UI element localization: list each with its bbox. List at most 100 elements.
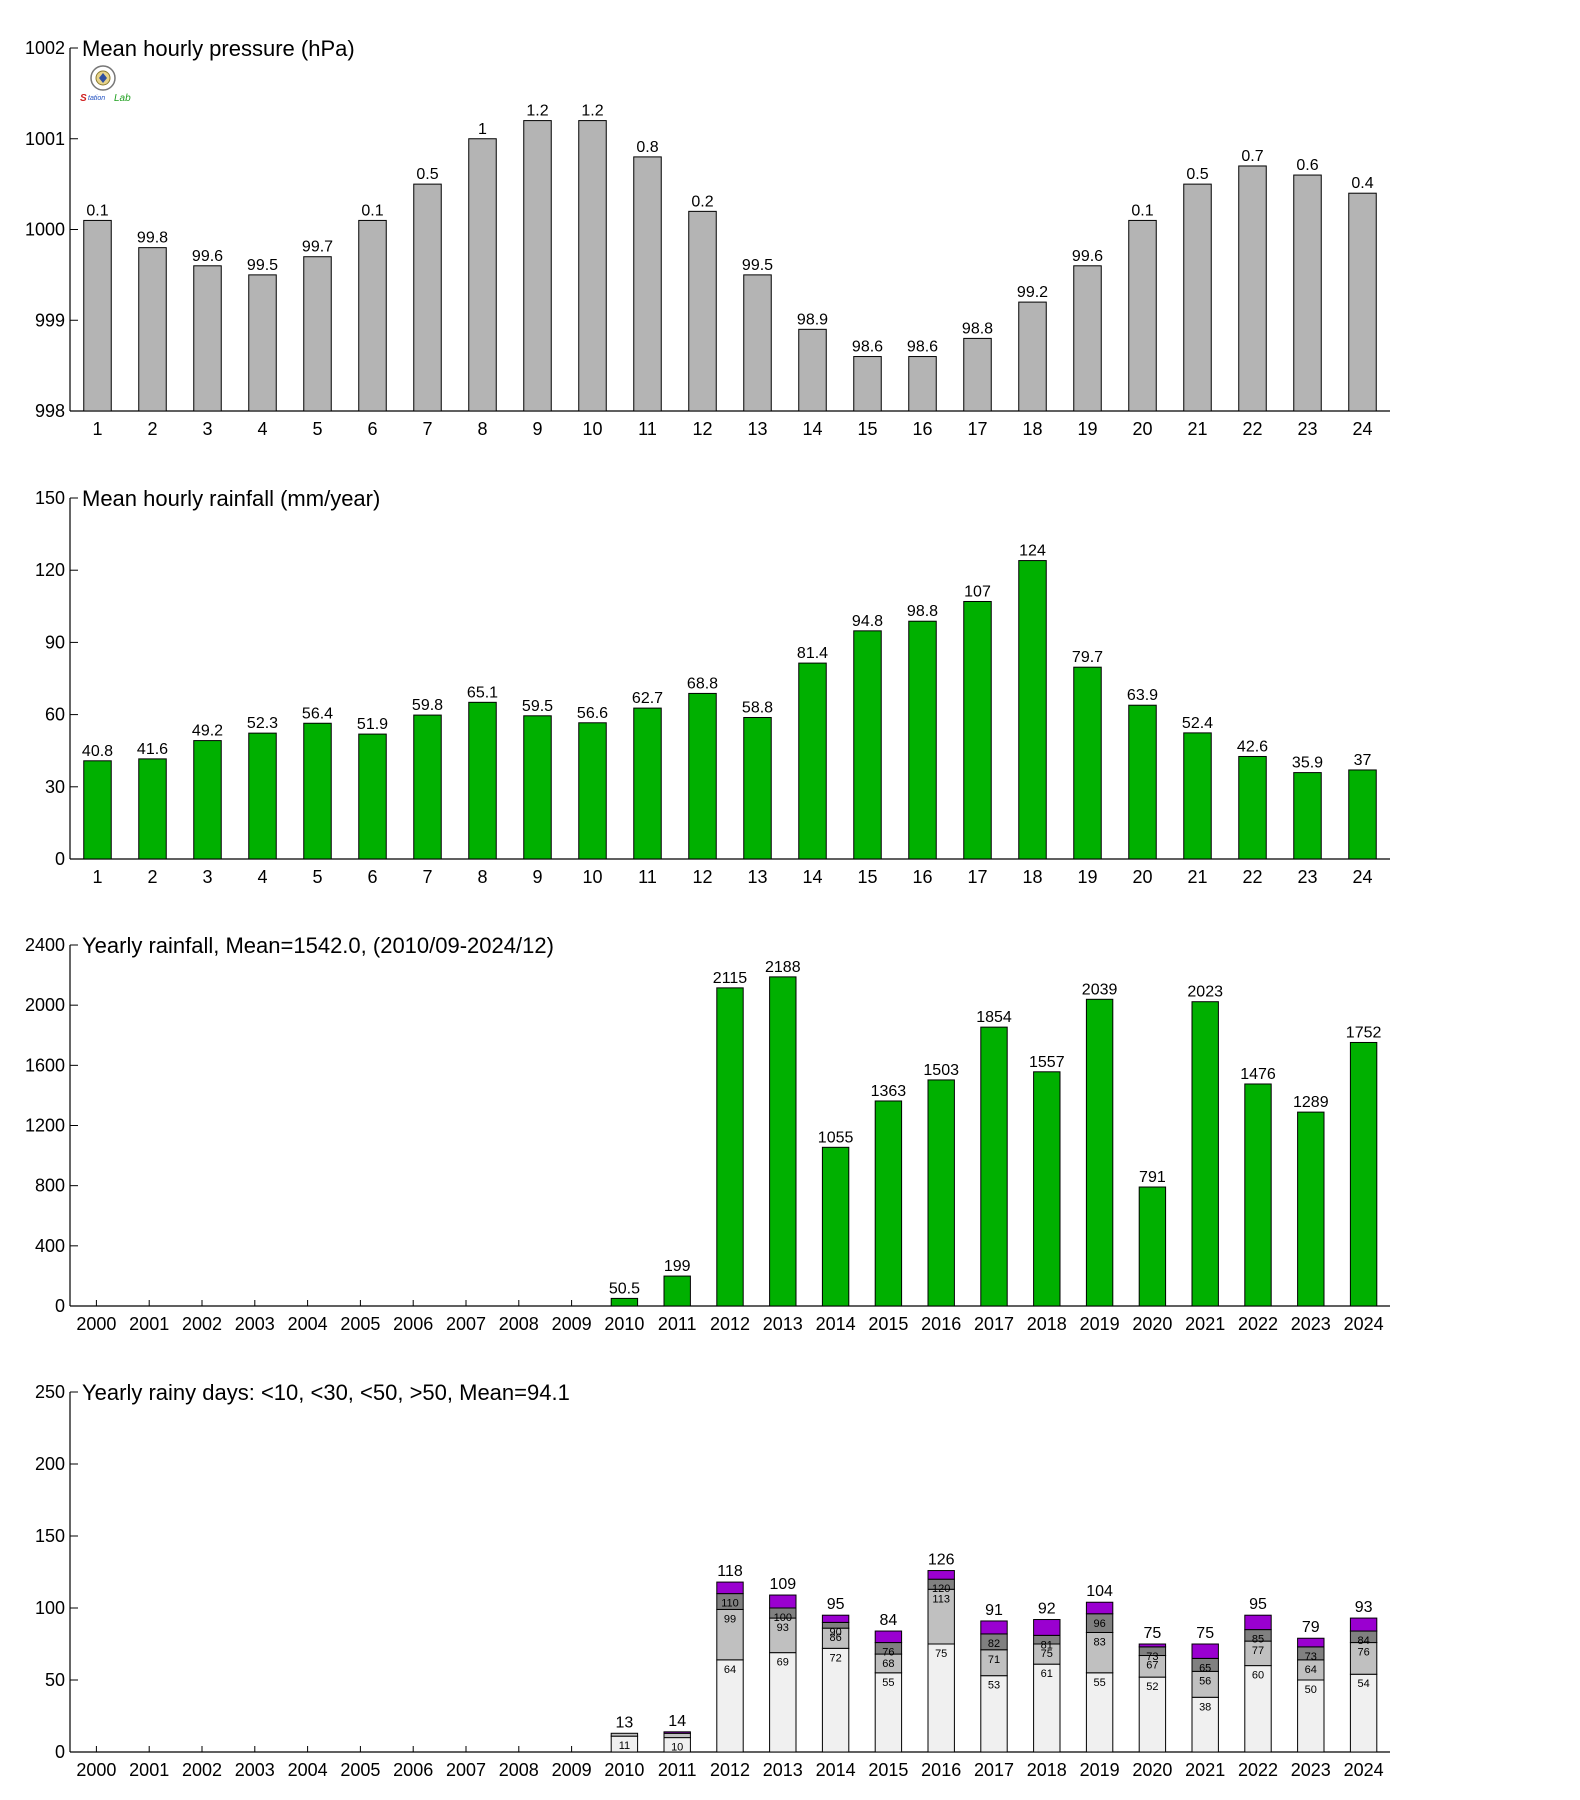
- x-tick-label: 12: [692, 419, 712, 439]
- segment-label: 76: [882, 1647, 894, 1659]
- bar: [523, 120, 552, 412]
- x-tick-label: 24: [1352, 867, 1372, 887]
- data-label: 1503: [923, 1062, 959, 1079]
- data-label: 63.9: [1127, 687, 1158, 704]
- bar-segment: [1349, 1642, 1378, 1675]
- x-tick-label: 15: [857, 419, 877, 439]
- data-label: 98.6: [852, 339, 883, 356]
- data-label: 49.2: [192, 723, 223, 740]
- segment-label: 50: [1305, 1684, 1317, 1696]
- data-label: 2188: [765, 959, 801, 976]
- segment-label: 76: [1357, 1647, 1369, 1659]
- bar: [1128, 219, 1157, 412]
- x-tick-label: 14: [802, 867, 822, 887]
- segment-label: 54: [1357, 1678, 1369, 1690]
- data-label: 118: [717, 1563, 743, 1580]
- bar-segment: [1349, 1617, 1378, 1632]
- y-tick-label: 200: [35, 1454, 65, 1474]
- bar: [468, 701, 497, 860]
- chart-title: Yearly rainfall, Mean=1542.0, (2010/09-2…: [82, 933, 554, 958]
- bar: [358, 733, 387, 860]
- y-tick-label: 60: [45, 705, 65, 725]
- bar: [1073, 666, 1102, 860]
- x-tick-label: 2005: [340, 1760, 380, 1780]
- bar: [1128, 704, 1157, 860]
- segment-label: 77: [1252, 1645, 1264, 1657]
- x-tick-label: 2004: [288, 1760, 328, 1780]
- data-label: 98.8: [962, 320, 993, 337]
- data-label: 0.8: [636, 139, 658, 156]
- bar: [83, 219, 112, 412]
- bar: [1018, 301, 1047, 412]
- x-tick-label: 2023: [1291, 1760, 1331, 1780]
- x-tick-label: 8: [477, 867, 487, 887]
- segment-label: 56: [1199, 1675, 1211, 1687]
- data-label: 1055: [818, 1129, 854, 1146]
- data-label: 1: [478, 121, 487, 138]
- y-tick-label: 1600: [25, 1055, 65, 1075]
- data-label: 109: [769, 1576, 796, 1593]
- bar: [358, 219, 387, 412]
- bar-segment: [1297, 1679, 1325, 1753]
- bar: [980, 1026, 1008, 1307]
- data-label: 52.3: [247, 715, 278, 732]
- data-label: 75: [1196, 1625, 1214, 1642]
- data-label: 98.8: [907, 603, 938, 620]
- segment-label: 73: [1146, 1651, 1158, 1663]
- y-tick-label: 998: [35, 401, 65, 421]
- y-tick-label: 100: [35, 1598, 65, 1618]
- x-tick-label: 20: [1132, 419, 1152, 439]
- data-label: 92: [1038, 1601, 1056, 1618]
- segment-label: 10: [671, 1742, 683, 1754]
- x-tick-label: 16: [912, 419, 932, 439]
- bar: [578, 722, 607, 860]
- x-tick-label: 2013: [763, 1314, 803, 1334]
- data-label: 126: [928, 1552, 955, 1569]
- data-label: 81.4: [797, 645, 828, 662]
- y-tick-label: 30: [45, 777, 65, 797]
- bar-segment: [1349, 1673, 1378, 1753]
- x-tick-label: 2007: [446, 1760, 486, 1780]
- x-tick-label: 2016: [921, 1314, 961, 1334]
- y-tick-label: 2000: [25, 995, 65, 1015]
- bar-segment: [927, 1570, 955, 1580]
- bar: [798, 328, 827, 412]
- segment-label: 61: [1041, 1668, 1053, 1680]
- y-tick-label: 150: [35, 488, 65, 508]
- bar: [610, 1297, 639, 1307]
- data-label: 0.4: [1351, 175, 1373, 192]
- bar: [1297, 1111, 1325, 1307]
- data-label: 1.2: [526, 103, 548, 120]
- segment-label: 83: [1093, 1636, 1105, 1648]
- x-tick-label: 2: [147, 867, 157, 887]
- bar: [663, 1275, 691, 1307]
- segment-label: 60: [1252, 1670, 1264, 1682]
- segment-label: 55: [1093, 1677, 1105, 1689]
- x-tick-label: 17: [967, 867, 987, 887]
- bar-segment: [1191, 1696, 1219, 1753]
- chart-title: Mean hourly rainfall (mm/year): [82, 486, 380, 511]
- data-label: 0.1: [86, 202, 108, 219]
- bar: [578, 120, 607, 412]
- x-tick-label: 13: [747, 419, 767, 439]
- segment-label: 96: [1093, 1618, 1105, 1630]
- data-label: 79.7: [1072, 649, 1103, 666]
- segment-label: 68: [882, 1658, 894, 1670]
- y-tick-label: 800: [35, 1176, 65, 1196]
- bar-segment: [980, 1620, 1008, 1635]
- bar: [927, 1079, 955, 1307]
- data-label: 99.8: [137, 230, 168, 247]
- bar: [743, 274, 772, 412]
- bar: [303, 256, 332, 412]
- y-tick-label: 1000: [25, 220, 65, 240]
- x-tick-label: 2004: [288, 1314, 328, 1334]
- data-label: 1476: [1240, 1066, 1276, 1083]
- bar: [1348, 192, 1377, 412]
- segment-label: 38: [1199, 1701, 1211, 1713]
- x-tick-label: 3: [202, 419, 212, 439]
- bar: [963, 600, 992, 860]
- data-label: 1557: [1029, 1054, 1065, 1071]
- bar-segment: [610, 1732, 639, 1737]
- data-label: 84: [880, 1612, 898, 1629]
